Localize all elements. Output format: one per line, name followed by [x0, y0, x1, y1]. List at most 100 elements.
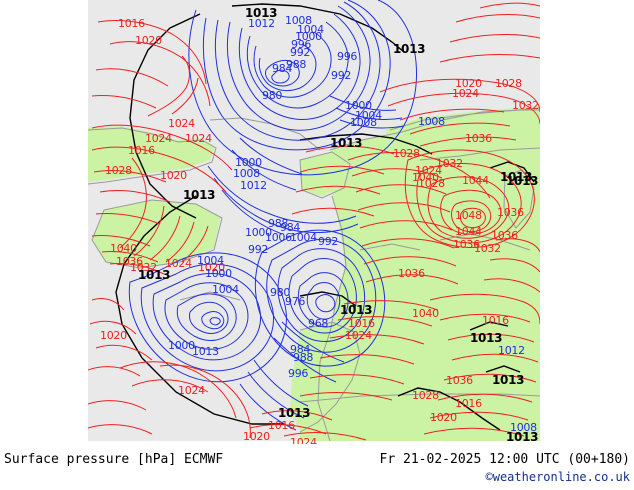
isobar-label: 992: [290, 46, 311, 59]
isobar-label: 1020: [455, 77, 482, 90]
isobar-label: 1048: [455, 209, 482, 222]
map-content: [88, 0, 540, 441]
isobar-label: 1013: [470, 331, 503, 345]
isobar-label: 1000: [245, 226, 272, 239]
isobar-label: 1028: [105, 164, 132, 177]
chart-footer: Surface pressure [hPa] ECMWF Fr 21-02-20…: [0, 444, 634, 490]
isobar-label: 1012: [240, 179, 267, 192]
isobar-label: 1013: [245, 6, 278, 20]
isobar-label: 1032: [436, 157, 463, 170]
isobar-label: 1020: [135, 34, 162, 47]
isobar-label: 1008: [418, 115, 445, 128]
isobar-label: 980: [262, 89, 283, 102]
isobar-label: 1008: [285, 14, 312, 27]
isobar-label: 1040: [412, 307, 439, 320]
isobar-label: 976: [285, 295, 306, 308]
isobar-label: 992: [248, 243, 269, 256]
isobar-label: 984: [272, 62, 293, 75]
isobar-label: 1032: [130, 261, 157, 274]
isobar-label: 1024: [165, 257, 192, 270]
isobar-label: 1024: [415, 164, 442, 177]
isobar-label: 1016: [128, 144, 155, 157]
isobar-label: 1024: [178, 384, 205, 397]
isobar-label: 1006: [265, 231, 292, 244]
isobar-label: 1016: [348, 317, 375, 330]
isobar-label: 1016: [118, 17, 145, 30]
isobar-label: 1044: [462, 174, 489, 187]
isobar-label: 1012: [498, 344, 525, 357]
isobar-label: 1036: [116, 255, 143, 268]
isobar-label: 1032: [474, 242, 501, 255]
isobar-label: 1000: [205, 267, 232, 280]
isobar-label: 1024: [290, 436, 317, 444]
isobar-label: 1013: [330, 136, 363, 150]
isobar-label: 996: [291, 38, 312, 51]
isobar-label: 988: [286, 58, 307, 71]
isobar-label: 1024: [185, 132, 212, 145]
isobar-label: 980: [270, 286, 291, 299]
isobar-label: 1024: [345, 329, 372, 342]
isobars-high: [88, 2, 540, 441]
isobar-label: 1000: [168, 339, 195, 352]
isobar-label: 1004: [290, 231, 317, 244]
isobar-label: 1016: [268, 419, 295, 432]
isobar-label: 1036: [446, 374, 473, 387]
right-margin: [540, 0, 634, 444]
isobar-label: 1004: [297, 23, 324, 36]
isobar-label: 1000: [345, 99, 372, 112]
isobar-label: 984: [280, 221, 301, 234]
isobar-label: 1044: [455, 225, 482, 238]
copyright-text: ©weatheronline.co.uk: [485, 470, 631, 484]
isobar-label: 988: [268, 217, 289, 230]
isobar-label: 1036: [398, 267, 425, 280]
isobar-label: 1013: [506, 174, 539, 188]
isobar-label: 992: [331, 69, 352, 82]
isobar-label: 1008: [233, 167, 260, 180]
isobar-label: 1020: [430, 411, 457, 424]
isobar-label: 1016: [482, 314, 509, 327]
isobar-label: 1013: [492, 373, 525, 387]
isobar-label: 996: [288, 367, 309, 380]
isobar-label: 1004: [197, 254, 224, 267]
isobar-label: 1036: [465, 132, 492, 145]
isobar-label: 1000: [235, 156, 262, 169]
isobar-label: 968: [308, 317, 329, 330]
isobar-label: 1013: [340, 303, 373, 317]
isobar-label: 1000: [295, 30, 322, 43]
isobar-label: 1024: [452, 87, 479, 100]
map-canvas: [0, 0, 634, 444]
isobar-label: 1028: [393, 147, 420, 160]
bottom-margin: [0, 441, 634, 444]
isobar-label: 1020: [100, 329, 127, 342]
isobar-label: 1013: [138, 268, 171, 282]
isobar-label: 1036: [497, 206, 524, 219]
surface-pressure-map[interactable]: 1016 1020 1013 1008 1012 1004 1000 996 992 996 101…: [0, 0, 634, 444]
isobar-label: 1028: [495, 77, 522, 90]
isobar-label: 1020: [243, 430, 270, 443]
isobar-label: 1008: [510, 421, 537, 434]
isobar-label: 1020: [198, 261, 225, 274]
isobar-label: 1013: [393, 42, 426, 56]
isobar-label: 984: [290, 343, 311, 356]
isobar-label: 1024: [168, 117, 195, 130]
isobar-label: 996: [337, 50, 358, 63]
isobar-1013-lines: [115, 3, 535, 431]
isobar-label: 1040: [412, 171, 439, 184]
isobar-label: 1012: [248, 17, 275, 30]
isobar-label: 1024: [145, 132, 172, 145]
isobar-label: 1008: [350, 116, 377, 129]
isobar-label: 1013: [506, 430, 539, 444]
isobar-label: 1004: [212, 283, 239, 296]
left-margin: [0, 0, 88, 444]
isobar-label: 1040: [110, 242, 137, 255]
isobar-label: 1036: [491, 229, 518, 242]
isobar-label: 1004: [355, 109, 382, 122]
isobar-label: 1036: [453, 238, 480, 251]
isobar-label: 1013: [500, 170, 533, 184]
isobar-label: 1020: [160, 169, 187, 182]
chart-title: Surface pressure [hPa] ECMWF: [4, 452, 224, 467]
isobars-low-atlantic: [128, 137, 386, 431]
isobars-low-north: [188, 0, 417, 176]
isobar-label: 1016: [455, 397, 482, 410]
